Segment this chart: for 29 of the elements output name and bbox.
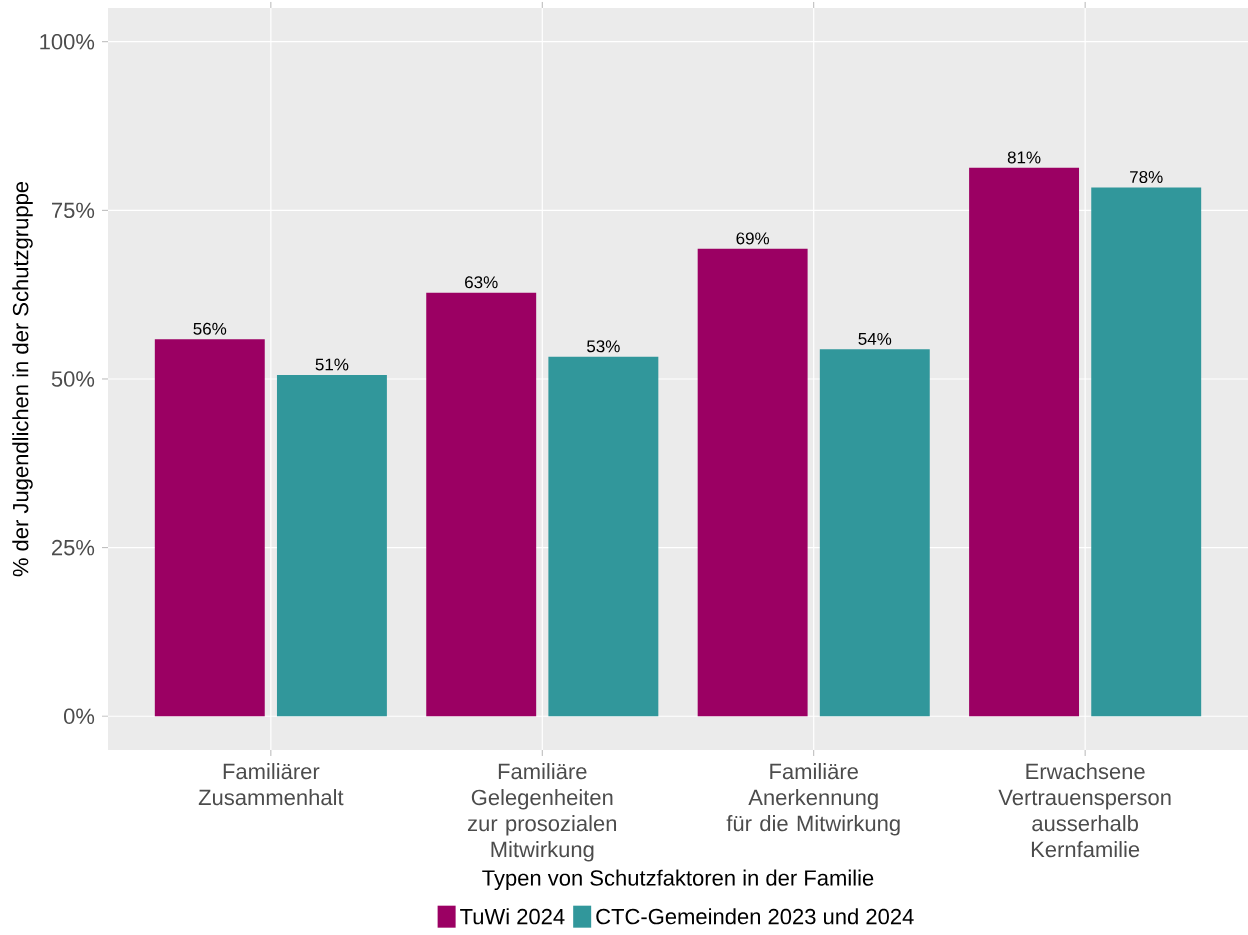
y-tick-label: 100% [40,33,95,50]
bar [154,339,265,717]
x-tick-label: Familiäre Gelegenheiten zur prosozialen Mitwirkung [467,763,617,862]
legend-label: TuWi 2024 [460,908,565,925]
data-label: 69% [736,232,770,245]
x-tick-label: Erwachsene Vertrauensperson ausserhalb Kernfamilie [998,763,1171,858]
bar [819,349,930,717]
bar [1091,187,1202,717]
bar [426,292,537,717]
data-label: 53% [587,340,620,353]
legend-label: CTC-Gemeinden 2023 und 2024 [596,908,914,925]
data-label: 63% [465,276,498,289]
x-tick-label: Familiärer Zusammenhalt [198,763,344,806]
bar [548,356,659,717]
data-label: 51% [315,358,349,371]
y-axis-title: % der Jugendlichen in der Schutzgruppe [12,181,33,577]
data-label: 56% [193,322,227,335]
y-tick-label: 50% [51,371,95,387]
x-tick-label: Familiäre Anerkennung für die Mitwirkung [726,763,900,836]
y-tick-label: 75% [52,202,95,219]
bar [276,374,387,717]
bar [969,167,1080,717]
x-axis-title: Typen von Schutzfaktoren in der Familie [482,869,874,891]
data-label: 78% [1130,170,1163,183]
data-label: 81% [1007,151,1041,164]
bar [697,248,808,717]
y-tick-label: 0% [63,708,95,725]
y-tick-label: 25% [52,539,95,556]
data-label: 54% [858,332,892,345]
